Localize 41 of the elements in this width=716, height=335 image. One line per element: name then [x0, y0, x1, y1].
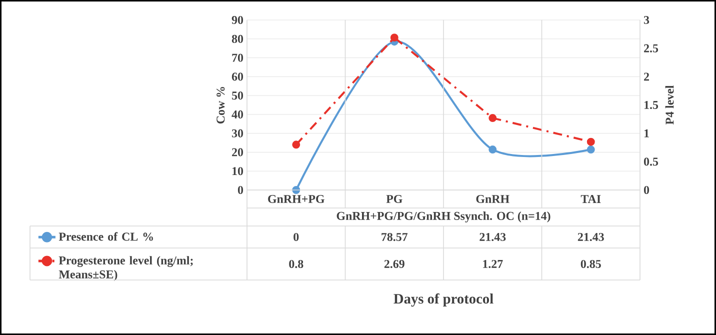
- y-tick-label: 20: [232, 148, 244, 156]
- y-tick-label: 60: [232, 72, 244, 81]
- data-label: 78.57: [382, 232, 408, 242]
- y-tick-label: 90: [232, 16, 244, 24]
- x-tick-label: GnRH: [476, 194, 510, 204]
- y-tick-label: 70: [232, 54, 244, 62]
- y-tick-label: 50: [232, 92, 244, 100]
- point: [488, 146, 497, 154]
- y2-axis-title: P4 level: [665, 85, 674, 125]
- x-tick-label: GnRH+PG: [268, 194, 324, 204]
- y2-tick-label: 2: [644, 72, 649, 81]
- y-axis-title: Cow %: [216, 87, 225, 124]
- y-tick-label: 80: [232, 34, 244, 43]
- data-label: 0.8: [289, 260, 304, 268]
- legend-label: Progesterone level (ng/ml; Means±SE): [58, 256, 193, 281]
- data-label: 2.69: [384, 260, 404, 268]
- data-label: 21.43: [480, 232, 506, 242]
- data-label: 0.85: [580, 260, 601, 268]
- data-label: 0: [294, 232, 299, 242]
- y2-tick-label: 2.5: [644, 44, 658, 52]
- y2-tick-label: 0: [644, 186, 650, 194]
- point: [390, 34, 398, 42]
- y-tick-label: 40: [232, 110, 244, 118]
- y2-tick-label: 0.5: [644, 158, 658, 166]
- y-tick-label: 10: [232, 167, 244, 176]
- point: [586, 138, 595, 146]
- x-tick-label: PG: [386, 194, 402, 204]
- point: [292, 140, 300, 149]
- y2-tick-label: 3: [644, 16, 650, 24]
- x-tick-label: TAI: [580, 195, 601, 203]
- text: Days of protocol: [394, 293, 494, 307]
- point: [586, 146, 595, 154]
- y2-tick-label: 1: [644, 129, 649, 138]
- y-tick-label: 30: [232, 129, 244, 138]
- data-label: 1.27: [483, 260, 503, 268]
- data-label: 21.43: [578, 232, 604, 242]
- y-tick-label: 0: [238, 186, 244, 194]
- legend-label: Presence of CL %: [58, 232, 153, 241]
- text: GnRH+PG/PG/GnRH Ssynch. OC (n=14): [336, 212, 550, 222]
- point: [488, 114, 497, 122]
- y2-tick-label: 1.5: [644, 100, 658, 110]
